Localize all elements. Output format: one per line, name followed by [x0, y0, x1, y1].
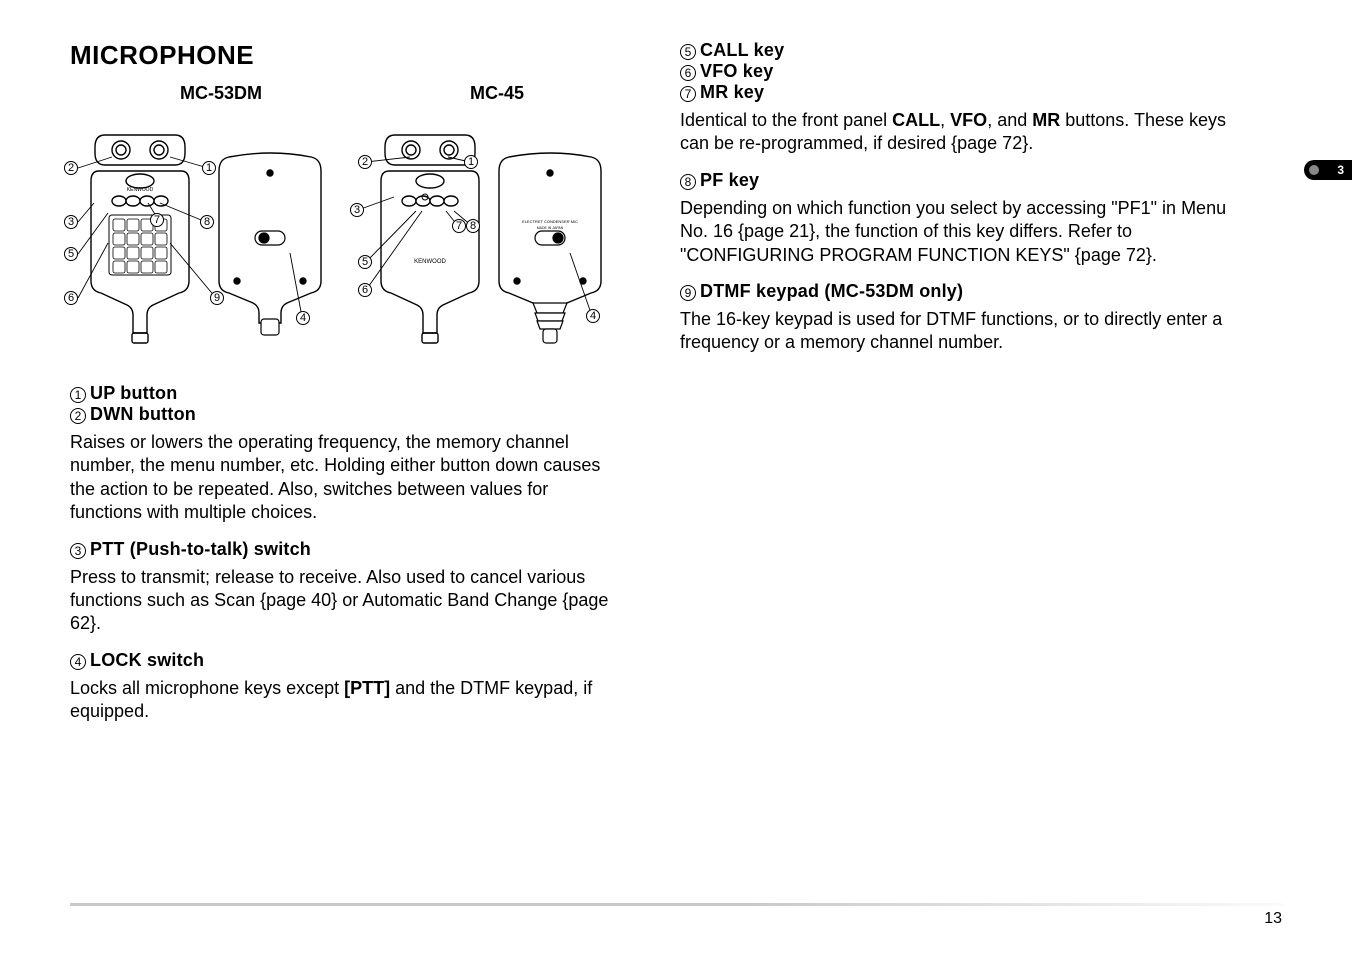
- page-number: 13: [1264, 910, 1282, 928]
- entry-body: Raises or lowers the operating frequency…: [70, 431, 620, 525]
- microphone-diagram: MC-53DM MC-45 KENWOOD: [70, 83, 620, 363]
- callout-8: 8: [200, 215, 214, 229]
- callout-3: 3: [350, 203, 364, 217]
- callout-4: 4: [586, 309, 600, 323]
- entry-body: Identical to the front panel CALL, VFO, …: [680, 109, 1230, 156]
- entry-number: 1: [70, 387, 86, 403]
- callout-4: 4: [296, 311, 310, 325]
- chapter-tab: 3: [1304, 160, 1352, 180]
- entry-number: 8: [680, 174, 696, 190]
- entry: 9DTMF keypad (MC-53DM only) The 16-key ke…: [680, 281, 1230, 355]
- callout-8: 8: [466, 219, 480, 233]
- callout-7: 7: [452, 219, 466, 233]
- callout-6: 6: [64, 291, 78, 305]
- leader-lines: [70, 113, 630, 373]
- entry-title: DTMF keypad (MC-53DM only): [700, 281, 963, 302]
- entry: 5CALL key6VFO key7MR keyIdentical to the…: [680, 40, 1230, 156]
- entry-title: PTT (Push-to-talk) switch: [90, 539, 311, 560]
- entry-head: 3PTT (Push-to-talk) switch: [70, 539, 620, 560]
- callout-2: 2: [64, 161, 78, 175]
- chapter-tab-number: 3: [1337, 163, 1344, 177]
- entry-title: VFO key: [700, 61, 773, 82]
- entry-number: 2: [70, 408, 86, 424]
- entry-number: 6: [680, 65, 696, 81]
- entry-title: LOCK switch: [90, 650, 204, 671]
- right-column: 5CALL key6VFO key7MR keyIdentical to the…: [650, 40, 1230, 738]
- callout-3: 3: [64, 215, 78, 229]
- section-title: MICROPHONE: [70, 40, 620, 71]
- entry-head: 2DWN button: [70, 404, 620, 425]
- entry: 1UP button2DWN buttonRaises or lowers th…: [70, 383, 620, 525]
- entry-number: 7: [680, 86, 696, 102]
- callout-5: 5: [64, 247, 78, 261]
- entry-title: DWN button: [90, 404, 196, 425]
- entry-title: UP button: [90, 383, 177, 404]
- callout-6: 6: [358, 283, 372, 297]
- left-entries: 1UP button2DWN buttonRaises or lowers th…: [70, 383, 620, 724]
- entry-body: Depending on which function you select b…: [680, 197, 1230, 267]
- entry-title: MR key: [700, 82, 764, 103]
- entry-head: 7MR key: [680, 82, 1230, 103]
- entry-head: 4LOCK switch: [70, 650, 620, 671]
- entry-head: 5CALL key: [680, 40, 1230, 61]
- mic-model-a-label: MC-53DM: [180, 83, 262, 104]
- entry-head: 8PF key: [680, 170, 1230, 191]
- entry-number: 3: [70, 543, 86, 559]
- footer-rule: [70, 903, 1282, 906]
- callout-7: 7: [150, 213, 164, 227]
- entry: 8PF key Depending on which function you s…: [680, 170, 1230, 267]
- callout-2: 2: [358, 155, 372, 169]
- entry-body: Press to transmit; release to receive. A…: [70, 566, 620, 636]
- entry-number: 9: [680, 285, 696, 301]
- entry-number: 5: [680, 44, 696, 60]
- entry-head: 1UP button: [70, 383, 620, 404]
- entry-title: CALL key: [700, 40, 784, 61]
- callout-5: 5: [358, 255, 372, 269]
- mic-model-b-label: MC-45: [470, 83, 524, 104]
- callout-1: 1: [464, 155, 478, 169]
- callout-9: 9: [210, 291, 224, 305]
- entry: 4LOCK switch Locks all microphone keys ex…: [70, 650, 620, 724]
- entry: 3PTT (Push-to-talk) switch Press to trans…: [70, 539, 620, 636]
- entry-head: 9DTMF keypad (MC-53DM only): [680, 281, 1230, 302]
- callout-1: 1: [202, 161, 216, 175]
- left-column: MICROPHONE MC-53DM MC-45 KENWOOD: [70, 40, 650, 738]
- entry-head: 6VFO key: [680, 61, 1230, 82]
- entry-number: 4: [70, 654, 86, 670]
- entry-title: PF key: [700, 170, 759, 191]
- entry-body: The 16-key keypad is used for DTMF funct…: [680, 308, 1230, 355]
- entry-body: Locks all microphone keys except [PTT] a…: [70, 677, 620, 724]
- right-entries: 5CALL key6VFO key7MR keyIdentical to the…: [680, 40, 1230, 355]
- page: MICROPHONE MC-53DM MC-45 KENWOOD: [0, 0, 1352, 758]
